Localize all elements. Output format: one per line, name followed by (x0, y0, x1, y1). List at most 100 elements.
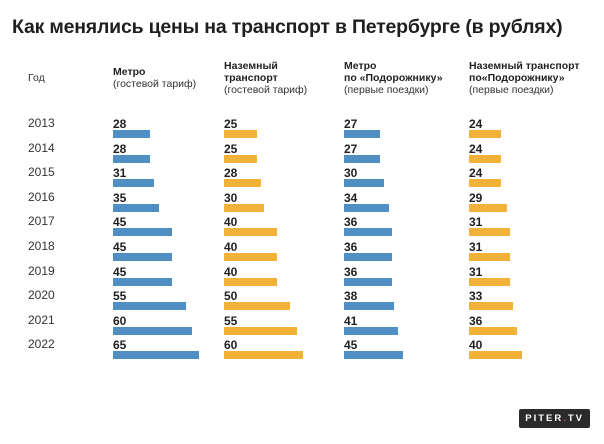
data-label-s4-2021: 36 (469, 313, 483, 328)
series-header-2: Наземный транспорт (гостевой тариф) (224, 60, 307, 96)
series-header-subtitle: (гостевой тариф) (224, 84, 308, 96)
data-label-s3-2021: 41 (344, 313, 358, 328)
bar-s4-2017 (469, 228, 510, 237)
data-label-s2-2022: 60 (224, 338, 238, 353)
data-label-s2-2015: 28 (224, 166, 238, 181)
data-label-s4-2019: 31 (469, 264, 483, 279)
bar-s4-2013 (469, 130, 501, 138)
data-label-s2-2014: 25 (224, 141, 238, 156)
data-label-s3-2016: 34 (344, 190, 358, 205)
chart-title: Как менялись цены на транспорт в Петербу… (12, 16, 563, 38)
series-header-subtitle: (первые поездки) (344, 84, 429, 96)
data-label-s3-2015: 30 (344, 166, 358, 181)
bar-s1-2017 (113, 228, 172, 237)
data-label-s2-2018: 40 (224, 240, 238, 254)
year-label-2018: 2018 (28, 239, 55, 253)
data-label-s2-2013: 25 (224, 117, 238, 131)
series-header-title: по «Подорожнику» (344, 72, 443, 84)
bar-s1-2021 (113, 326, 192, 335)
data-label-s1-2021: 60 (113, 313, 127, 328)
data-label-s1-2017: 45 (113, 215, 127, 230)
bar-s1-2015 (113, 179, 154, 188)
bar-s4-2020 (469, 302, 513, 311)
data-label-s4-2022: 40 (469, 338, 483, 353)
bar-s2-2013 (224, 130, 257, 138)
year-label-2021: 2021 (28, 312, 55, 327)
data-label-s1-2013: 28 (113, 117, 127, 131)
data-label-s4-2017: 31 (469, 215, 483, 230)
series-header-subtitle: (первые поездки) (469, 84, 554, 96)
data-label-s3-2014: 27 (344, 141, 358, 156)
bar-s3-2020 (344, 302, 394, 311)
data-label-s1-2018: 45 (113, 240, 127, 254)
series-header-title: Метро (113, 66, 146, 78)
series-header-title: Наземный транспорт (469, 60, 580, 72)
data-label-s1-2016: 35 (113, 190, 127, 205)
data-label-s4-2018: 31 (469, 240, 483, 254)
series-header-title: Наземный (224, 60, 278, 72)
bar-s4-2016 (469, 203, 507, 212)
data-label-s4-2016: 29 (469, 190, 483, 205)
data-label-s3-2017: 36 (344, 215, 358, 230)
bar-s2-2017 (224, 228, 277, 237)
data-label-s2-2016: 30 (224, 190, 238, 205)
bar-s3-2021 (344, 326, 398, 335)
data-label-s3-2022: 45 (344, 338, 358, 353)
data-label-s1-2022: 65 (113, 338, 127, 353)
series-header-1: Метро (гостевой тариф) (113, 66, 196, 90)
data-label-s1-2014: 28 (113, 141, 127, 156)
bar-s1-2016 (113, 203, 159, 212)
data-label-s2-2019: 40 (224, 264, 238, 279)
year-label-2019: 2019 (28, 263, 55, 278)
bar-s1-2013 (113, 130, 150, 138)
series-header-subtitle: (гостевой тариф) (113, 78, 197, 90)
bar-s2-2021 (224, 326, 297, 335)
bar-s4-2018 (469, 253, 510, 261)
year-label-2013: 2013 (28, 116, 55, 130)
year-label-2017: 2017 (28, 214, 55, 229)
series-header-title: по«Подорожнику» (469, 72, 565, 84)
bar-s3-2015 (344, 179, 384, 188)
bar-s3-2018 (344, 253, 392, 261)
data-label-s1-2015: 31 (113, 166, 127, 181)
bar-s4-2014 (469, 154, 501, 163)
series-header-title: транспорт (224, 72, 278, 84)
bar-s3-2017 (344, 228, 392, 237)
bar-s2-2015 (224, 179, 261, 188)
data-label-s4-2020: 33 (469, 289, 483, 304)
bar-s2-2022 (224, 351, 303, 360)
bar-s1-2022 (113, 351, 199, 360)
data-label-s1-2019: 45 (113, 264, 127, 279)
bar-s4-2021 (469, 326, 517, 335)
year-label-2015: 2015 (28, 165, 55, 180)
series-header-title: Метро (344, 60, 377, 72)
bar-s1-2018 (113, 253, 172, 261)
bar-s3-2016 (344, 203, 389, 212)
series-header-4: Наземный транспорт по«Подорожнику» (первые… (469, 60, 580, 96)
bar-s3-2022 (344, 351, 403, 360)
year-label-2022: 2022 (28, 337, 55, 352)
data-label-s2-2021: 55 (224, 313, 238, 328)
bar-s3-2019 (344, 277, 392, 286)
bar-s2-2020 (224, 302, 290, 311)
data-label-s1-2020: 55 (113, 289, 127, 304)
data-label-s3-2019: 36 (344, 264, 358, 279)
bar-s2-2019 (224, 277, 277, 286)
data-label-s2-2017: 40 (224, 215, 238, 230)
bar-s4-2022 (469, 351, 522, 360)
bar-s1-2014 (113, 154, 150, 163)
year-label-2014: 2014 (28, 140, 55, 155)
bar-s2-2018 (224, 253, 277, 261)
year-label-2016: 2016 (28, 189, 55, 204)
data-label-s3-2013: 27 (344, 117, 358, 131)
bar-s3-2014 (344, 154, 380, 163)
bar-s2-2016 (224, 203, 264, 212)
bar-s2-2014 (224, 154, 257, 163)
piter-tv-logo: PITER.TV (519, 409, 590, 428)
series-header-3: Метро по «Подорожнику» (первые поездки) (344, 60, 443, 96)
year-column-header: Год (28, 72, 45, 84)
bar-s1-2020 (113, 302, 186, 311)
bar-s4-2015 (469, 179, 501, 188)
bar-s4-2019 (469, 277, 510, 286)
data-label-s3-2020: 38 (344, 289, 358, 304)
